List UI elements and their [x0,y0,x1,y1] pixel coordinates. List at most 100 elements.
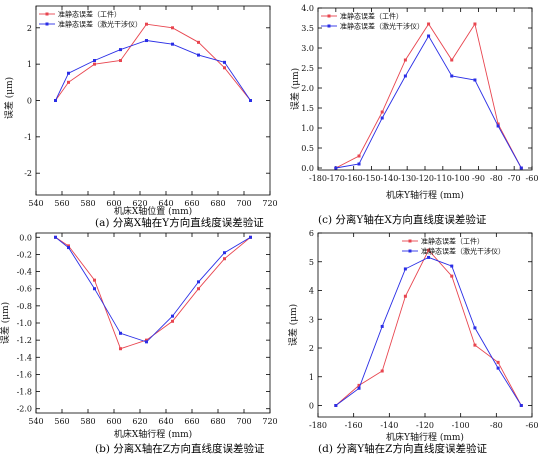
legend-label: 准静态误差（激光干涉仪） [58,20,142,29]
x-tick-label: 600 [106,417,121,426]
data-point-blue [249,99,252,102]
data-point-blue [473,326,477,330]
figure-caption: (b) 分离X轴在Z方向直线度误差验证 [95,442,265,455]
y-tick-label: 3 [309,315,314,324]
y-tick-label: 1 [27,60,32,69]
data-point-red [357,154,361,158]
x-tick-label: -170 [327,174,345,183]
x-tick-label: 640 [158,199,173,208]
data-point-red [223,66,226,70]
data-point-blue [145,39,148,43]
chart-panel-d: 0 1 2 3 4 5 6 -180 -160 -140 -120 -100 -80 -60 准静态误差（工… [287,229,538,455]
data-point-red [357,383,361,387]
y-tick-label: 0 [27,97,32,106]
x-tick-label: -140 [380,421,398,430]
data-point-red [473,343,477,347]
y-axis-label: 误差 (μm) [0,302,11,344]
data-point-blue [197,280,200,284]
x-axis-label: 机床X轴位置 (mm) [114,205,192,217]
data-point-blue [54,99,57,102]
series-line-red [335,249,522,406]
data-point-red [496,360,500,364]
x-axis-label: 机床Y轴行程 (mm) [386,189,464,201]
x-tick-label: 660 [184,199,199,208]
x-tick-label: 580 [80,417,95,426]
y-tick-label: -0.4 [17,268,32,277]
data-point-blue [519,166,523,170]
x-axis-label: 机床Y轴行程 (mm) [386,431,464,443]
x-tick-label: -180 [309,174,327,183]
data-point-blue [403,74,407,78]
chart-panel-c: 0.00.51.01.52.02.53.03.54.0-180 -170 -160-… [289,4,538,226]
x-tick-label: 640 [158,417,173,426]
legend-label: 准静态误差（工件） [340,12,403,21]
series-line-blue [335,35,522,169]
data-point-red [145,22,148,26]
x-tick-label: 700 [236,417,251,426]
y-tick-label: 2 [309,344,314,353]
x-tick-label: -90 [472,174,485,183]
y-tick-label: -2.0 [17,405,32,414]
y-tick-label: 4 [309,287,314,296]
x-tick-label: -80 [490,421,503,430]
data-point-red [427,248,431,252]
data-point-blue [403,267,407,271]
data-point-red [145,338,148,342]
x-tick-label: -70 [508,174,521,183]
series-line-red [335,22,522,169]
x-tick-label: -160 [345,421,363,430]
data-point-red [223,257,226,261]
data-point-blue [171,314,174,318]
series-line-blue [55,236,251,343]
data-point-red [67,244,70,248]
y-tick-label: -1.2 [17,336,32,345]
data-point-blue [171,42,174,46]
data-point-red [93,278,96,282]
data-point-blue [427,34,431,38]
data-point-blue [496,124,500,128]
data-point-blue [197,53,200,57]
data-point-blue [67,71,70,75]
data-point-blue [93,287,96,291]
data-point-blue [357,386,361,390]
y-axis-label: 误差 (μm) [287,304,299,346]
data-point-red [197,40,200,44]
x-tick-label: 700 [236,199,251,208]
y-tick-label: 5 [309,258,314,267]
x-tick-label: -120 [416,421,434,430]
series-line-red [55,23,251,101]
data-point-red [496,122,500,126]
data-point-red [67,80,70,84]
x-tick-label: -100 [452,421,470,430]
x-tick-label: 720 [262,417,277,426]
x-tick-label: 660 [184,417,199,426]
legend-marker-blue [408,249,412,253]
data-point-blue [67,246,70,250]
data-point-blue [450,74,454,78]
x-tick-label: -60 [526,174,539,183]
data-point-red [119,347,122,351]
y-tick-label: -1.8 [17,388,32,397]
plot-frame [317,232,533,418]
y-tick-label: 0.0 [19,233,32,242]
data-point-blue [427,255,431,259]
data-point-blue [54,235,57,239]
x-tick-label: 580 [80,199,95,208]
data-point-blue [450,264,454,268]
x-tick-label: -160 [345,174,363,183]
data-point-red [450,58,454,62]
x-tick-label: -110 [434,174,452,183]
x-tick-label: 560 [54,199,69,208]
plot-frame [35,232,271,414]
x-tick-label: 680 [210,199,225,208]
legend-marker-red [327,14,331,18]
chart-panel-b: 0.0 -0.2 -0.4 -0.6 -0.8 -1.0 -1.2 -1.4 -1.6 -1.8 -… [0,232,278,455]
data-point-red [403,294,407,298]
legend-label: 准静态误差（激光干涉仪） [340,22,424,31]
data-point-red [380,369,384,373]
data-point-blue [119,48,122,52]
data-point-red [427,22,431,26]
data-point-blue [380,116,384,120]
data-point-blue [223,251,226,255]
x-tick-label: 560 [54,417,69,426]
